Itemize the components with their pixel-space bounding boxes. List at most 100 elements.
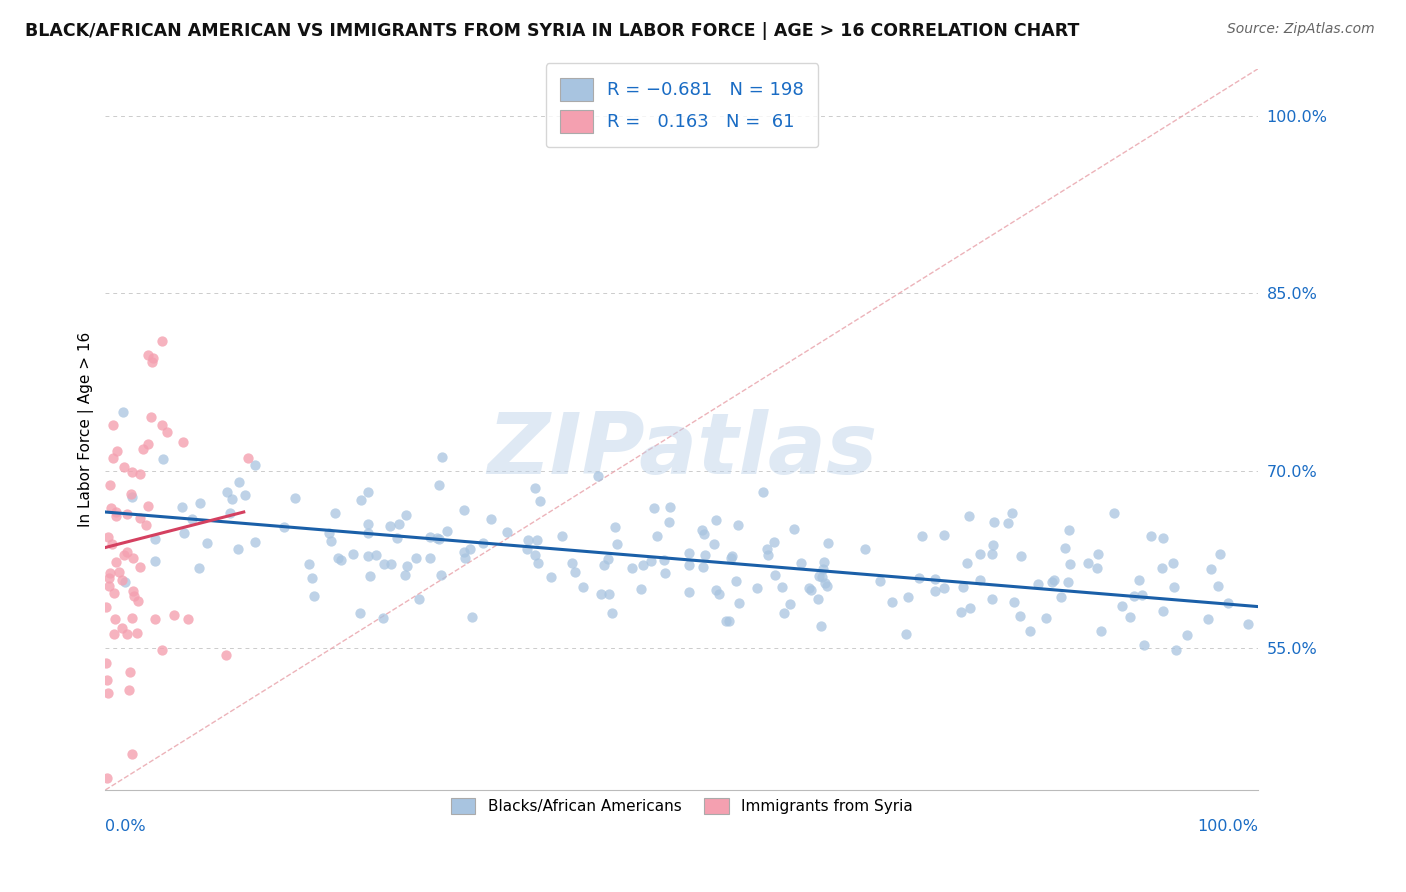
Point [236,451,259,466]
Point [156,425,179,439]
Point [1054,541,1077,556]
Point [526,556,548,570]
Point [453,544,475,558]
Point [727,518,749,533]
Point [427,532,450,546]
Point [603,520,626,534]
Point [479,512,502,526]
Point [100,501,122,516]
Point [214,648,236,663]
Point [896,627,918,641]
Point [217,485,239,500]
Point [124,590,146,604]
Point [598,587,620,601]
Point [378,519,401,533]
Point [380,557,402,571]
Point [932,528,955,542]
Point [388,517,411,532]
Point [763,567,786,582]
Text: BLACK/AFRICAN AMERICAN VS IMMIGRANTS FROM SYRIA IN LABOR FORCE | AGE > 16 CORREL: BLACK/AFRICAN AMERICAN VS IMMIGRANTS FRO… [25,22,1080,40]
Point [959,601,981,615]
Point [704,513,727,527]
Point [1133,638,1156,652]
Point [188,561,211,575]
Point [342,547,364,561]
Point [218,506,240,520]
Point [94,656,117,670]
Point [1161,557,1184,571]
Point [1102,506,1125,520]
Point [115,507,138,521]
Point [1163,580,1185,594]
Point [366,548,388,562]
Point [969,547,991,561]
Point [815,579,838,593]
Point [323,506,346,520]
Point [112,459,135,474]
Point [658,515,681,529]
Point [1087,547,1109,561]
Point [932,582,955,596]
Point [654,566,676,580]
Point [1002,595,1025,609]
Point [1166,643,1188,657]
Point [143,554,166,568]
Point [112,548,135,562]
Point [385,531,408,545]
Point [328,550,350,565]
Point [658,500,681,514]
Point [647,529,669,543]
Point [177,612,200,626]
Text: ZIPatlas: ZIPatlas [486,409,877,492]
Point [228,542,250,557]
Point [1218,596,1240,610]
Point [529,494,551,508]
Point [359,568,381,582]
Point [471,535,494,549]
Point [955,557,977,571]
Legend: Blacks/African Americans, Immigrants from Syria: Blacks/African Americans, Immigrants fro… [443,790,921,822]
Point [564,565,586,579]
Point [783,522,806,536]
Point [721,549,744,563]
Point [120,487,142,501]
Point [1010,609,1032,624]
Point [188,496,211,510]
Point [96,673,118,687]
Point [1140,529,1163,543]
Point [319,534,342,549]
Point [1152,531,1174,545]
Point [770,580,793,594]
Point [1019,624,1042,638]
Point [121,550,143,565]
Point [1119,610,1142,624]
Point [678,585,700,599]
Point [318,526,340,541]
Point [620,561,643,575]
Point [357,526,380,541]
Point [678,558,700,572]
Point [981,592,1004,607]
Point [408,591,430,606]
Point [1175,628,1198,642]
Point [811,562,834,576]
Point [695,548,717,562]
Point [1152,604,1174,618]
Point [1026,577,1049,591]
Point [394,567,416,582]
Point [98,566,121,580]
Point [141,355,163,369]
Point [924,572,946,586]
Point [132,442,155,457]
Point [561,556,583,570]
Point [430,450,453,464]
Point [173,525,195,540]
Point [1111,599,1133,613]
Point [419,530,441,544]
Point [115,545,138,559]
Point [810,570,832,584]
Point [136,499,159,513]
Point [631,558,654,572]
Point [105,505,128,519]
Point [1130,588,1153,602]
